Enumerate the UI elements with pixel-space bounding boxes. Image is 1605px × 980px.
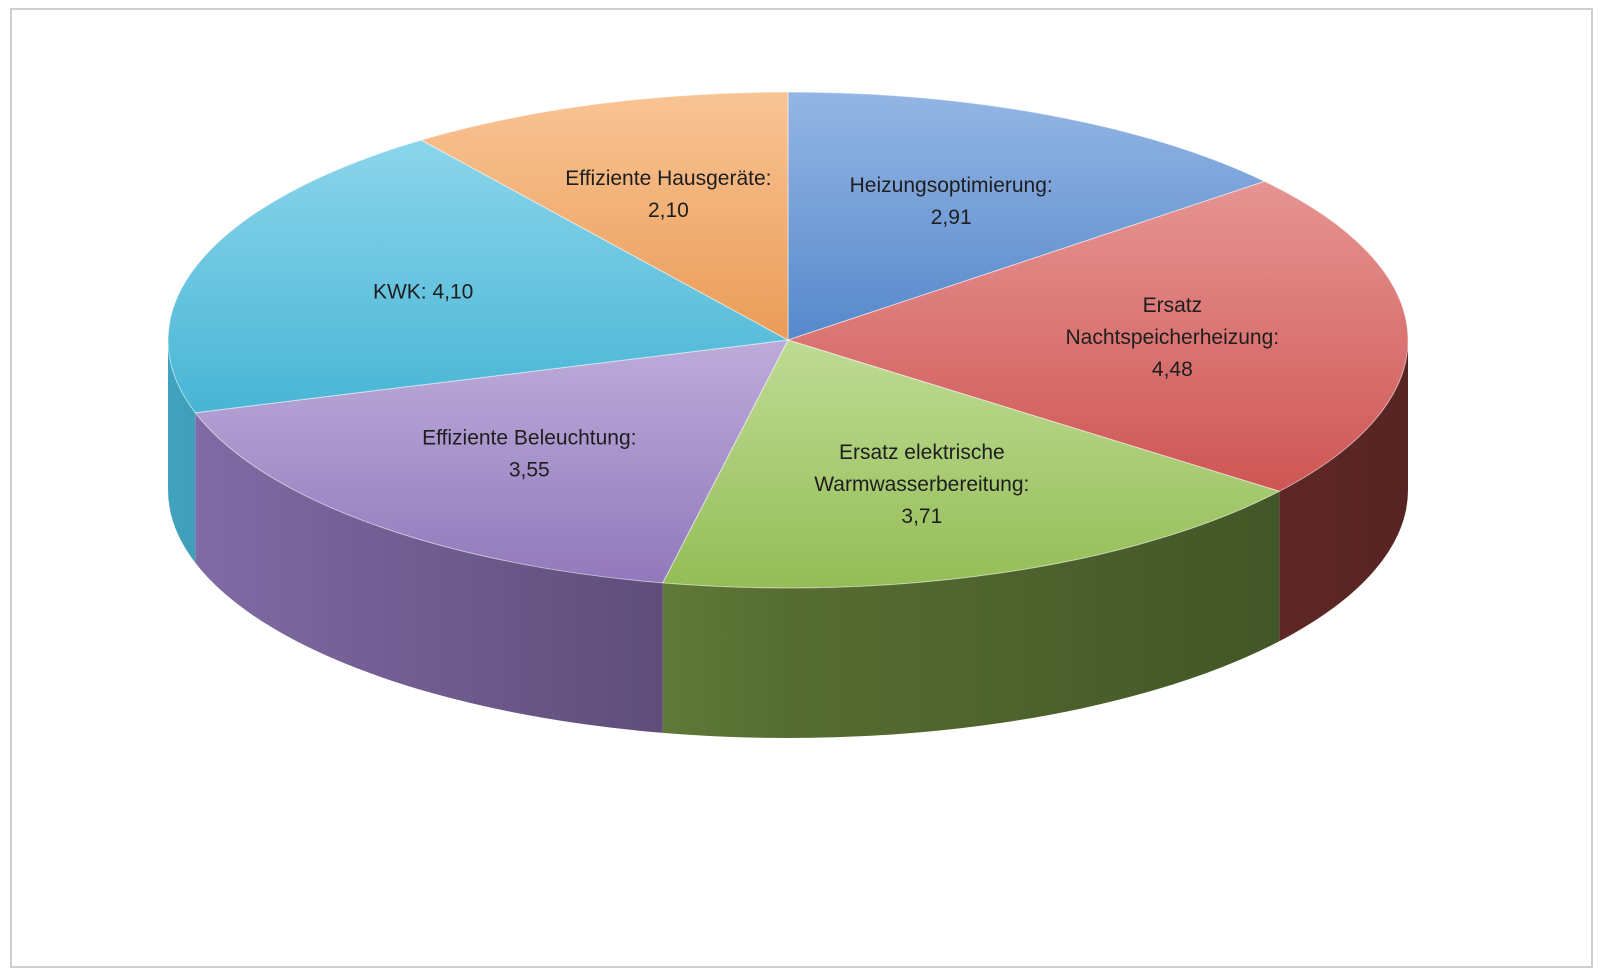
pie-side-warmwasser: [662, 491, 1280, 738]
slice-label-beleuchtung: Effiziente Beleuchtung: 3,55: [422, 427, 636, 482]
pie-slice-warmwasser: [661, 339, 1281, 589]
slice-label-nachtspeicher: Ersatz Nachtspeicherheizung: 4,48: [1066, 294, 1280, 381]
chart-frame: Heizungsoptimierung: 2,91 Ersatz Nachtspeic…: [10, 8, 1593, 968]
pie-slice-heizungsoptimierung: [787, 91, 1266, 341]
pie-top-slices: [167, 91, 1409, 589]
pie-side-beleuchtung: [195, 412, 663, 733]
slice-label-heizungsoptimierung: Heizungsoptimierung: 2,91: [850, 174, 1053, 229]
pie-slice-kwk: [167, 139, 790, 414]
pie-side-nachtspeicher: [1279, 340, 1408, 642]
slice-label-warmwasser: Ersatz elektrische Warmwasserbereitung: 3,…: [814, 441, 1029, 528]
pie-labels: Heizungsoptimierung: 2,91 Ersatz Nachtspeic…: [373, 167, 1279, 528]
pie-side-kwk: [168, 340, 196, 563]
pie-slice-beleuchtung: [194, 339, 789, 584]
slice-label-kwk: KWK: 4,10: [373, 281, 473, 304]
pie-sides: [168, 340, 1408, 738]
slice-label-hausgeraete: Effiziente Hausgeräte: 2,10: [565, 167, 771, 222]
pie-slice-nachtspeicher: [786, 180, 1409, 492]
pie-slice-hausgeraete: [420, 91, 789, 341]
pie-chart: Heizungsoptimierung: 2,91 Ersatz Nachtspeic…: [167, 91, 1409, 738]
